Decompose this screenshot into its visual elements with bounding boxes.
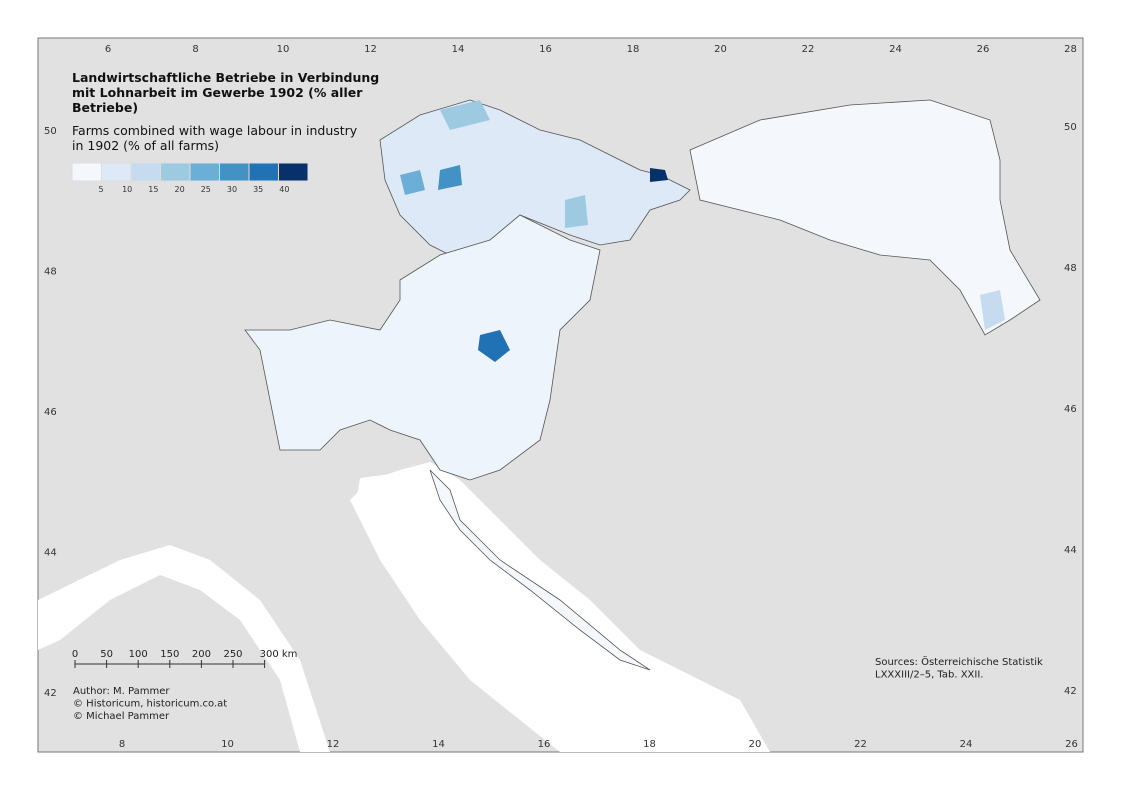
district xyxy=(565,195,588,228)
top-label: 16 xyxy=(539,44,552,55)
legend-swatch xyxy=(71,162,102,182)
bottom-label: 26 xyxy=(1065,739,1078,750)
alpine-lands xyxy=(244,214,601,481)
legend-label: 10 xyxy=(122,185,132,194)
district xyxy=(478,330,510,362)
legend-label: 15 xyxy=(148,185,158,194)
top-label: 24 xyxy=(889,44,902,55)
bottom-label: 16 xyxy=(538,739,551,750)
bottom-label: 10 xyxy=(221,739,234,750)
legend-swatch xyxy=(160,162,191,182)
scale-label: 50 xyxy=(100,649,113,660)
legend-label: 35 xyxy=(253,185,263,194)
scale-label: 100 xyxy=(129,649,148,660)
dalmatia xyxy=(429,469,651,671)
district xyxy=(438,165,462,190)
bohemia-moravia xyxy=(379,99,691,261)
top-label: 6 xyxy=(105,44,111,55)
legend-swatch xyxy=(189,162,220,182)
bottom-label: 12 xyxy=(327,739,340,750)
right-label: 50 xyxy=(1064,122,1077,133)
district xyxy=(400,170,425,195)
source: Sources: Österreichische Statistik xyxy=(875,655,1043,668)
scale-label: 200 xyxy=(192,649,211,660)
source: LXXXIII/2–5, Tab. XXII. xyxy=(875,670,984,681)
bottom-label: 8 xyxy=(119,739,125,750)
district xyxy=(650,168,668,182)
legend-swatch xyxy=(278,162,309,182)
galicia-bukovina xyxy=(689,99,1041,336)
legend-swatch xyxy=(130,162,161,182)
top-label: 14 xyxy=(452,44,465,55)
legend-swatch xyxy=(219,162,250,182)
left-label: 42 xyxy=(44,688,57,699)
top-label: 22 xyxy=(802,44,815,55)
scale-label: 300 km xyxy=(260,649,298,660)
left-label: 46 xyxy=(44,407,57,418)
credit: © Historicum, historicum.co.at xyxy=(73,699,227,710)
top-label: 18 xyxy=(627,44,640,55)
left-label: 50 xyxy=(44,126,57,137)
right-label: 48 xyxy=(1064,263,1077,274)
right-label: 42 xyxy=(1064,686,1077,697)
title: Landwirtschaftliche Betriebe in Verbindu… xyxy=(72,70,379,85)
title: mit Lohnarbeit im Gewerbe 1902 (% aller xyxy=(72,85,363,100)
bottom-label: 14 xyxy=(432,739,445,750)
title: Betriebe) xyxy=(72,100,138,115)
credit: Author: M. Pammer xyxy=(73,686,170,697)
scale-label: 0 xyxy=(72,649,78,660)
scale-label: 150 xyxy=(160,649,179,660)
top-label: 12 xyxy=(364,44,377,55)
top-label: 26 xyxy=(977,44,990,55)
top-label: 8 xyxy=(192,44,198,55)
territories xyxy=(244,99,1041,671)
top-label: 10 xyxy=(277,44,290,55)
legend-label: 30 xyxy=(227,185,237,194)
credit: © Michael Pammer xyxy=(73,711,170,722)
subtitle: in 1902 (% of all farms) xyxy=(72,138,219,153)
bottom-label: 22 xyxy=(854,739,867,750)
highlights xyxy=(400,100,1005,362)
district xyxy=(440,100,490,130)
bottom-label: 18 xyxy=(643,739,656,750)
top-label: 20 xyxy=(714,44,727,55)
bottom-label: 20 xyxy=(749,739,762,750)
legend-swatch xyxy=(248,162,279,182)
top-label: 28 xyxy=(1064,44,1077,55)
left-label: 44 xyxy=(44,548,57,559)
scale-label: 250 xyxy=(223,649,242,660)
left-label: 48 xyxy=(44,267,57,278)
bottom-label: 24 xyxy=(960,739,973,750)
district xyxy=(980,290,1005,330)
right-label: 46 xyxy=(1064,404,1077,415)
subtitle: Farms combined with wage labour in indus… xyxy=(72,123,358,138)
legend-label: 25 xyxy=(201,185,211,194)
legend-label: 40 xyxy=(279,185,289,194)
legend-label: 20 xyxy=(175,185,185,194)
right-label: 44 xyxy=(1064,545,1077,556)
legend-swatch xyxy=(101,162,132,182)
legend-label: 5 xyxy=(98,185,103,194)
